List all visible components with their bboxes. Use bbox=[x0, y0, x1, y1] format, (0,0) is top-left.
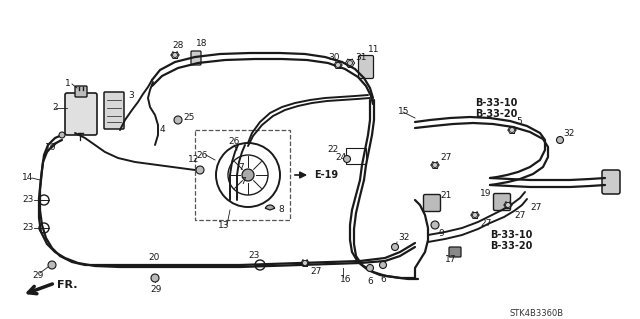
Text: 9: 9 bbox=[438, 228, 444, 238]
Circle shape bbox=[48, 261, 56, 269]
Circle shape bbox=[303, 261, 307, 265]
Circle shape bbox=[472, 212, 477, 218]
Text: 27: 27 bbox=[514, 211, 525, 219]
Text: 29: 29 bbox=[32, 271, 44, 279]
Text: 29: 29 bbox=[150, 286, 161, 294]
Text: 21: 21 bbox=[440, 191, 451, 201]
Text: 19: 19 bbox=[480, 189, 492, 197]
Circle shape bbox=[431, 221, 439, 229]
FancyBboxPatch shape bbox=[602, 170, 620, 194]
Circle shape bbox=[433, 162, 438, 167]
FancyBboxPatch shape bbox=[358, 56, 374, 78]
Text: 32: 32 bbox=[563, 129, 574, 137]
Text: 6: 6 bbox=[367, 278, 372, 286]
FancyBboxPatch shape bbox=[65, 93, 97, 135]
Text: 11: 11 bbox=[368, 46, 380, 55]
Text: 32: 32 bbox=[398, 234, 410, 242]
Circle shape bbox=[344, 155, 351, 162]
Text: 27: 27 bbox=[440, 153, 451, 162]
Text: B-33-20: B-33-20 bbox=[475, 109, 517, 119]
Circle shape bbox=[557, 137, 563, 144]
Text: E-19: E-19 bbox=[314, 170, 338, 180]
Text: B-33-10: B-33-10 bbox=[475, 98, 517, 108]
Text: 31: 31 bbox=[355, 54, 367, 63]
FancyBboxPatch shape bbox=[104, 92, 124, 129]
Text: 2: 2 bbox=[52, 103, 58, 113]
Text: 17: 17 bbox=[445, 256, 456, 264]
Circle shape bbox=[59, 132, 65, 138]
Text: 27: 27 bbox=[480, 219, 492, 228]
FancyBboxPatch shape bbox=[493, 194, 511, 211]
Text: 27: 27 bbox=[310, 268, 321, 277]
Circle shape bbox=[380, 262, 387, 269]
Circle shape bbox=[173, 53, 177, 57]
Circle shape bbox=[242, 169, 254, 181]
Text: B-33-20: B-33-20 bbox=[490, 241, 532, 251]
Bar bbox=[195, 130, 290, 220]
Text: 23: 23 bbox=[248, 250, 259, 259]
FancyBboxPatch shape bbox=[424, 195, 440, 211]
Circle shape bbox=[335, 63, 340, 68]
Text: STK4B3360B: STK4B3360B bbox=[510, 308, 564, 317]
Text: 7: 7 bbox=[238, 164, 244, 173]
Text: FR.: FR. bbox=[57, 280, 77, 290]
Text: 4: 4 bbox=[160, 125, 166, 135]
Text: 27: 27 bbox=[530, 204, 541, 212]
Wedge shape bbox=[266, 205, 275, 210]
Circle shape bbox=[506, 203, 511, 207]
Text: 26: 26 bbox=[196, 151, 207, 160]
Text: 24: 24 bbox=[335, 153, 346, 162]
Text: 16: 16 bbox=[340, 276, 351, 285]
Text: 10: 10 bbox=[45, 144, 56, 152]
Text: 6: 6 bbox=[380, 275, 386, 284]
Circle shape bbox=[196, 166, 204, 174]
Text: B-33-10: B-33-10 bbox=[490, 230, 532, 240]
Text: 18: 18 bbox=[196, 40, 207, 48]
Circle shape bbox=[367, 264, 374, 271]
Text: 3: 3 bbox=[128, 91, 134, 100]
FancyBboxPatch shape bbox=[449, 247, 461, 257]
Text: 15: 15 bbox=[398, 108, 410, 116]
Circle shape bbox=[348, 61, 353, 65]
Circle shape bbox=[151, 274, 159, 282]
Text: 13: 13 bbox=[218, 220, 230, 229]
Text: 22: 22 bbox=[327, 145, 339, 154]
Text: 5: 5 bbox=[516, 117, 522, 127]
Text: 12: 12 bbox=[188, 155, 200, 165]
Text: 25: 25 bbox=[183, 114, 195, 122]
Bar bbox=[346, 148, 366, 164]
Text: 20: 20 bbox=[148, 254, 159, 263]
Text: 8: 8 bbox=[278, 205, 284, 214]
FancyBboxPatch shape bbox=[191, 51, 201, 65]
Text: 23: 23 bbox=[22, 224, 33, 233]
Circle shape bbox=[392, 243, 399, 250]
Text: 1: 1 bbox=[65, 79, 71, 88]
Text: 23: 23 bbox=[22, 196, 33, 204]
Text: 7: 7 bbox=[240, 177, 246, 187]
Circle shape bbox=[174, 116, 182, 124]
Text: 30: 30 bbox=[328, 54, 339, 63]
Text: 14: 14 bbox=[22, 174, 33, 182]
Text: 28: 28 bbox=[172, 41, 184, 50]
Circle shape bbox=[509, 128, 515, 132]
Text: 26: 26 bbox=[228, 137, 239, 146]
FancyBboxPatch shape bbox=[75, 86, 87, 97]
